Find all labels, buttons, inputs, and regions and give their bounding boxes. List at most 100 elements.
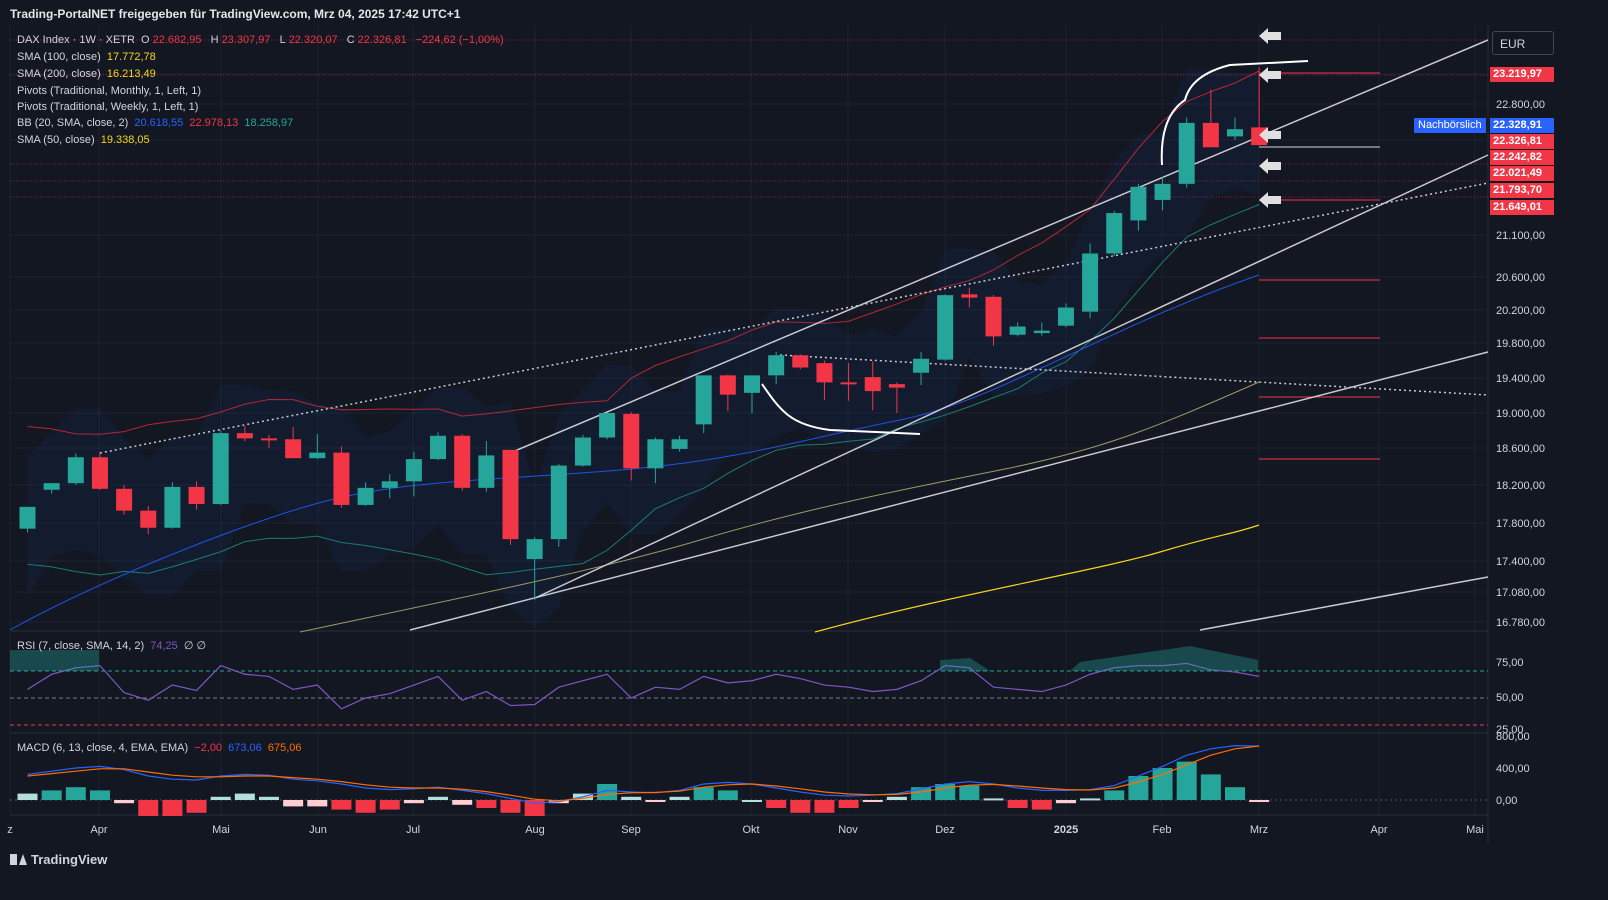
price-label: 22.021,49 [1490, 166, 1554, 181]
candle-body [719, 375, 736, 395]
currency-selector[interactable]: EUR [1492, 31, 1554, 55]
macd-histogram-bar [1249, 800, 1270, 802]
sma50-legend[interactable]: SMA (50, close) 19.338,05 [17, 134, 153, 146]
candle-body [19, 506, 36, 529]
bb-label: BB (20, SMA, close, 2) [17, 117, 129, 129]
macd-histogram-bar [403, 800, 424, 804]
price-label: 22.328,91 [1490, 118, 1554, 133]
macd-histogram-bar [89, 790, 110, 800]
candle-body [430, 435, 447, 460]
price-label: 22.326,81 [1490, 134, 1554, 149]
candle-body [744, 375, 760, 393]
macd-histogram-bar [65, 787, 86, 800]
macd-histogram-bar [428, 796, 449, 800]
left-arrow-icon [1259, 28, 1281, 44]
trend-line [1199, 576, 1489, 631]
macd-signal-line [27, 745, 1260, 802]
price-label: 21.793,70 [1490, 183, 1554, 198]
price-tick-label: 21.100,00 [1496, 230, 1545, 242]
macd-histogram-bar [379, 800, 400, 810]
rsi-legend[interactable]: RSI (7, close, SMA, 14, 2) 74,25 ∅ ∅ [17, 639, 209, 652]
macd-histogram-bar [162, 800, 183, 816]
price-tick-label: 17.800,00 [1496, 518, 1545, 530]
left-arrow-icon [1259, 67, 1281, 83]
macd-histogram-bar [41, 790, 62, 800]
brand-footer[interactable]: TradingView [10, 852, 107, 867]
macd-histogram-bar [524, 800, 545, 816]
macd-histogram-bar [621, 796, 642, 800]
candle-body [550, 465, 567, 540]
candle-body [357, 487, 374, 505]
macd-histogram-bar [814, 800, 835, 813]
sma100-line [299, 381, 1260, 633]
left-arrow-icon [1259, 192, 1281, 208]
sma200-legend[interactable]: SMA (200, close) 16.213,49 [17, 68, 159, 80]
macd-tick-label: 800,00 [1496, 731, 1530, 743]
macd-legend[interactable]: MACD (6, 13, close, 4, EMA, EMA) −2,00 6… [17, 742, 305, 754]
candle-body [1130, 186, 1147, 221]
sma100-legend[interactable]: SMA (100, close) 17.772,78 [17, 51, 159, 63]
macd-histogram-bar [1080, 798, 1101, 801]
price-tick-label: 19.400,00 [1496, 373, 1545, 385]
macd-histogram-bar [645, 800, 666, 802]
time-tick-label: z [7, 824, 13, 836]
candle-body [478, 455, 495, 488]
watermark-header: Trading-PortalNET freigegeben für Tradin… [10, 7, 461, 21]
price-tick-label: 18.600,00 [1496, 443, 1545, 455]
macd-histogram-bar [476, 800, 497, 808]
low-value: 22.320,07 [288, 34, 338, 46]
bb-legend[interactable]: BB (20, SMA, close, 2) 20.618,55 22.978,… [17, 117, 296, 129]
candle-body [695, 375, 712, 425]
handdrawn-curve [761, 383, 921, 435]
macd-histogram-bar [1055, 800, 1076, 804]
candle-body [236, 433, 253, 439]
candle-body [937, 295, 954, 360]
high-label: H [210, 34, 219, 46]
macd-value: 673,06 [228, 742, 262, 754]
time-tick-label: Nov [838, 824, 858, 836]
candle-body [864, 377, 881, 392]
price-tick-label: 18.200,00 [1496, 480, 1545, 492]
rsi-label: RSI (7, close, SMA, 14, 2) [17, 640, 145, 652]
time-tick-label: Mai [1466, 824, 1484, 836]
candle-body [913, 358, 930, 373]
macd-histogram-bar [210, 796, 231, 800]
macd-histogram-bar [1104, 790, 1125, 800]
macd-histogram-bar [766, 800, 787, 808]
macd-line [27, 744, 1260, 804]
handdrawn-curve [1160, 60, 1309, 166]
macd-histogram-bar [1007, 800, 1028, 808]
trend-line-dotted [99, 182, 1489, 454]
price-tick-label: 20.600,00 [1496, 272, 1545, 284]
time-tick-label: Aug [525, 824, 545, 836]
macd-label: MACD (6, 13, close, 4, EMA, EMA) [17, 742, 189, 754]
time-tick-label: Mai [212, 824, 230, 836]
candle-body [1178, 122, 1195, 184]
macd-hist-value: −2,00 [194, 742, 223, 754]
price-tick-label: 19.000,00 [1496, 408, 1545, 420]
macd-signal-value: 675,06 [267, 742, 302, 754]
macd-tick-label: 400,00 [1496, 763, 1530, 775]
time-tick-label: Sep [621, 824, 641, 836]
price-chart[interactable]: 22.800,0022.400,0021.100,0020.600,0020.2… [0, 0, 1568, 878]
time-tick-label: 2025 [1054, 824, 1078, 836]
macd-histogram-bar [452, 800, 473, 805]
macd-histogram-bar [1176, 761, 1197, 800]
bollinger-band-fill [27, 68, 1260, 628]
macd-histogram-bar [1225, 787, 1245, 800]
main-legend[interactable]: DAX Index · 1W · XETR O 22.682,95 H 23.307… [17, 34, 507, 46]
tradingview-logo-icon [10, 854, 27, 865]
pivots-monthly-legend[interactable]: Pivots (Traditional, Monthly, 1, Left, 1… [17, 85, 202, 97]
price-tick-label: 16.780,00 [1496, 617, 1545, 629]
macd-histogram-bar [234, 793, 255, 800]
candle-body [285, 439, 302, 459]
sma50-value: 19.338,05 [100, 134, 150, 146]
candle-body [792, 355, 809, 368]
rsi-tick-label: 75,00 [1496, 657, 1524, 669]
price-label: 22.242,82 [1490, 150, 1554, 165]
low-label: L [279, 34, 286, 46]
time-tick-label: Feb [1153, 824, 1172, 836]
candle-body [188, 486, 205, 504]
pivots-weekly-legend[interactable]: Pivots (Traditional, Weekly, 1, Left, 1) [17, 101, 199, 113]
close-label: C [346, 34, 355, 46]
